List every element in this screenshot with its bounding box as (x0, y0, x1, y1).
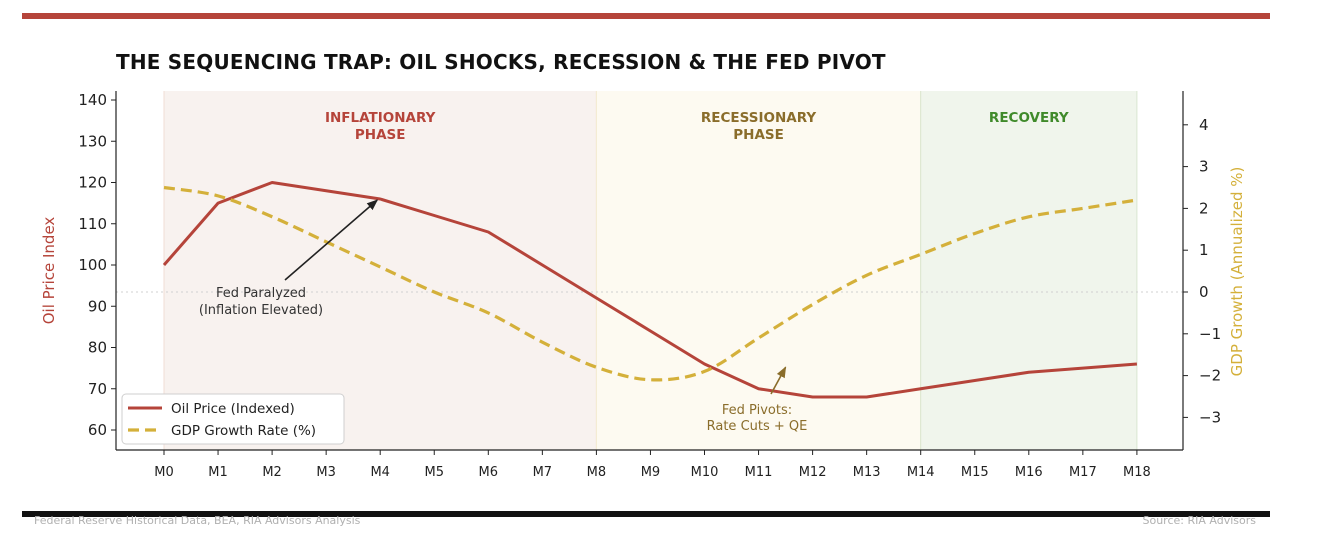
x-tick-label: M0 (154, 465, 174, 480)
x-tick-label: M1 (208, 465, 228, 480)
right-tick-label: 3 (1199, 158, 1209, 176)
x-tick-label: M5 (425, 465, 445, 480)
right-axis-label: GDP Growth (Annualized %) (1228, 167, 1246, 377)
x-tick-label: M6 (479, 465, 499, 480)
left-tick-label: 80 (88, 339, 107, 357)
annotations: Fed Paralyzed (Inflation Elevated) Fed Piv… (199, 199, 808, 434)
phase-label-0-0: INFLATIONARY (325, 110, 436, 126)
bottom-rule (22, 511, 1270, 517)
left-tick-label: 110 (78, 215, 107, 233)
left-tick-label: 140 (78, 91, 107, 109)
annotation-fed-paralyzed-1: (Inflation Elevated) (199, 303, 323, 318)
phase-label-1-0: RECESSIONARY (701, 110, 816, 126)
axes: 60 70 80 90 100 110 120 130 140 −3 −2 −1 0 1 2 3 4 M0 M1 M2… (40, 91, 1246, 480)
legend: Oil Price (Indexed) GDP Growth Rate (%) (121, 393, 345, 445)
annotation-arrow-fed-paralyzed (284, 199, 379, 281)
legend-box (121, 393, 345, 445)
series-line-oil-price (162, 181, 1138, 399)
left-tick-label: 90 (88, 297, 107, 315)
phase-label-0-1: PHASE (355, 127, 406, 143)
x-tick-label: M3 (316, 465, 336, 480)
right-tick-label: −2 (1199, 367, 1221, 385)
footer-source-left: Federal Reserve Historical Data, BEA, RI… (34, 514, 361, 527)
phase-label-1-1: PHASE (733, 127, 784, 143)
annotation-fed-pivots-1: Rate Cuts + QE (707, 419, 808, 434)
x-tick-label: M12 (799, 465, 827, 480)
x-tick-label: M17 (1069, 465, 1097, 480)
x-tick-label: M16 (1015, 465, 1043, 480)
series-lines (162, 181, 1138, 399)
x-tick-label: M2 (262, 465, 282, 480)
left-tick-label: 120 (78, 174, 107, 192)
phase-band-0 (164, 91, 597, 450)
x-tick-label: M11 (745, 465, 773, 480)
x-tick-label: M13 (853, 465, 881, 480)
left-axis-label: Oil Price Index (40, 217, 58, 325)
left-tick-label: 70 (88, 380, 107, 398)
right-tick-label: −1 (1199, 325, 1221, 343)
annotation-fed-pivots-0: Fed Pivots: (722, 403, 792, 418)
chart-title: THE SEQUENCING TRAP: OIL SHOCKS, RECESSI… (116, 50, 886, 74)
x-tick-label: M8 (587, 465, 607, 480)
right-tick-label: 2 (1199, 199, 1209, 217)
annotation-fed-paralyzed-0: Fed Paralyzed (216, 286, 306, 301)
left-tick-label: 60 (88, 421, 107, 439)
series-line-gdp-growth (163, 185, 1138, 382)
top-accent-bar (22, 13, 1270, 19)
right-tick-label: 4 (1199, 116, 1209, 134)
right-tick-label: 0 (1199, 283, 1209, 301)
x-tick-label: M4 (370, 465, 390, 480)
x-tick-label: M15 (961, 465, 989, 480)
legend-label-gdp: GDP Growth Rate (%) (171, 423, 316, 439)
right-tick-label: 1 (1199, 241, 1209, 259)
phase-label-2-0: RECOVERY (989, 110, 1069, 126)
x-tick-label: M10 (691, 465, 719, 480)
left-tick-label: 100 (78, 256, 107, 274)
x-tick-label: M9 (641, 465, 661, 480)
left-tick-label: 130 (78, 132, 107, 150)
annotation-arrow-fed-pivots (770, 366, 787, 395)
phase-band-2 (920, 91, 1137, 450)
footer-source-right: Source: RIA Advisors (1142, 514, 1257, 527)
x-tick-label: M14 (907, 465, 935, 480)
x-tick-label: M7 (533, 465, 553, 480)
right-tick-label: −3 (1199, 408, 1221, 426)
x-tick-label: M18 (1123, 465, 1151, 480)
legend-label-oil: Oil Price (Indexed) (171, 401, 295, 417)
